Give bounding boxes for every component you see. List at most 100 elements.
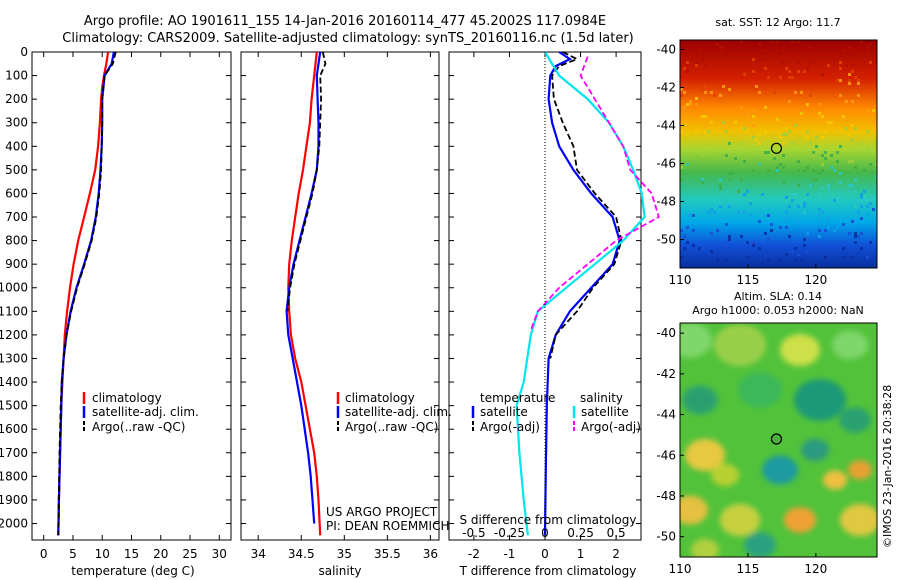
map-y-tick-label: -46 xyxy=(656,157,676,171)
series-line-satellite-adj-clim- xyxy=(285,51,322,524)
series-line-temperature-satellite xyxy=(543,51,621,536)
y-tick-label: 200 xyxy=(5,92,28,106)
y-tick-label: 600 xyxy=(5,186,28,200)
x-tick-label: 0 xyxy=(541,547,549,561)
legend-label-temperature: temperature xyxy=(480,391,555,405)
x-tick-label: 35 xyxy=(337,547,352,561)
salinity-panel xyxy=(240,51,440,541)
map-x-tick-label: 120 xyxy=(804,273,827,287)
figure-title-line1: Argo profile: AO 1901611_155 14-Jan-2016… xyxy=(84,14,606,29)
y-tick-label: 1700 xyxy=(0,446,28,460)
figure-title-line2: Climatology: CARS2009. Satellite-adjuste… xyxy=(62,31,634,46)
x-tick-label: 2 xyxy=(612,547,620,561)
x-tick-label: 0 xyxy=(40,547,48,561)
y-tick-label: 500 xyxy=(5,163,28,177)
sla-title-line2: Argo h1000: 0.053 h2000: NaN xyxy=(692,304,864,317)
sst-map-title: sat. SST: 12 Argo: 11.7 xyxy=(715,16,840,29)
imos-watermark: ©IMOS 23-Jan-2016 20:38:28 xyxy=(881,385,894,548)
y-tick-label: 1300 xyxy=(0,351,28,365)
y-tick-label: 800 xyxy=(5,234,28,248)
legend-label-t-argo: Argo(-adj) xyxy=(480,420,540,434)
legend-label-s-argo: Argo(-adj) xyxy=(581,420,641,434)
map-y-tick-label: -46 xyxy=(656,448,676,462)
y-tick-label: 2000 xyxy=(0,516,28,530)
legend-label-climatology: climatology xyxy=(345,391,415,405)
y-tick-label: 1600 xyxy=(0,422,28,436)
difference-lines xyxy=(515,51,660,536)
map-y-tick-label: -44 xyxy=(656,408,676,422)
map-y-tick-label: -42 xyxy=(656,367,676,381)
map-y-tick-label: -40 xyxy=(656,43,676,57)
x-tick-label: 5 xyxy=(69,547,77,561)
y-tick-label: 900 xyxy=(5,257,28,271)
s-difference-label: S difference from climatology xyxy=(460,513,637,527)
salinity-legend: climatology satellite-adj. clim. Argo(..… xyxy=(336,391,452,434)
salinity-xlabel: salinity xyxy=(318,564,361,578)
x-tick-label: 25 xyxy=(182,547,197,561)
salinity-lines xyxy=(285,51,327,536)
x-tick-label: 10 xyxy=(95,547,110,561)
map-y-tick-label: -50 xyxy=(656,530,676,544)
map-y-tick-label: -50 xyxy=(656,233,676,247)
map-x-tick-label: 120 xyxy=(804,562,827,576)
legend-label-s-satellite: satellite xyxy=(581,405,629,419)
y-tick-label: 1500 xyxy=(0,399,28,413)
x-tick-label: 15 xyxy=(124,547,139,561)
map-y-tick-label: -44 xyxy=(656,119,676,133)
x-tick-label: 34.5 xyxy=(288,547,315,561)
legend-label-satellite: satellite-adj. clim. xyxy=(345,405,452,419)
argo-location-marker xyxy=(770,142,783,154)
series-line-temperature-argo-adj- xyxy=(549,51,623,359)
sst-map xyxy=(680,40,877,268)
y-tick-label: 1400 xyxy=(0,375,28,389)
y-tick-label: 1800 xyxy=(0,469,28,483)
legend-label-argo: Argo(..raw -QC) xyxy=(345,420,438,434)
legend-label-satellite: satellite-adj. clim. xyxy=(92,405,199,419)
x-tick-label: 36 xyxy=(423,547,438,561)
map-x-tick-label: 110 xyxy=(669,562,692,576)
x-tick-label: 35.5 xyxy=(374,547,401,561)
x-tick-label: 34 xyxy=(251,547,266,561)
t-difference-xlabel: T difference from climatology xyxy=(459,564,637,578)
x-tick-label: 20 xyxy=(153,547,168,561)
temperature-xlabel: temperature (deg C) xyxy=(71,564,194,578)
series-line-argo-raw-qc- xyxy=(286,51,327,312)
map-y-tick-label: -48 xyxy=(656,489,676,503)
y-tick-label: 0 xyxy=(20,45,28,59)
series-line-argo-raw-qc- xyxy=(57,51,117,536)
s-diff-tick-label: 0.5 xyxy=(607,526,626,540)
sla-map-axes: 110 115 120 -40 -42 -44 -46 -48 -50 xyxy=(656,326,827,576)
s-diff-tick-label: -0.25 xyxy=(494,526,525,540)
y-tick-label: 1000 xyxy=(0,281,28,295)
y-tick-label: 1900 xyxy=(0,493,28,507)
sst-map-axes: 110 115 120 -40 -42 -44 -46 -48 -50 xyxy=(656,43,827,288)
legend-label-salinity: salinity xyxy=(580,391,623,405)
project-pi: PI: DEAN ROEMMICH xyxy=(326,519,449,533)
y-tick-label: 400 xyxy=(5,139,28,153)
argo-location-marker xyxy=(770,433,783,445)
salinity-axes: 34 34.5 35 35.5 36 xyxy=(241,51,439,561)
map-x-tick-label: 110 xyxy=(669,273,692,287)
map-y-tick-label: -40 xyxy=(656,326,676,340)
project-name: US ARGO PROJECT xyxy=(326,505,438,519)
s-diff-tick-label: 0.25 xyxy=(567,526,594,540)
legend-label-climatology: climatology xyxy=(92,391,162,405)
x-tick-label: -2 xyxy=(468,547,480,561)
temperature-lines xyxy=(57,51,117,536)
y-tick-label: 100 xyxy=(5,69,28,83)
series-line-salinity-satellite xyxy=(515,51,646,536)
x-tick-label: -1 xyxy=(503,547,515,561)
y-tick-label: 700 xyxy=(5,210,28,224)
y-tick-label: 300 xyxy=(5,116,28,130)
x-tick-label: 1 xyxy=(577,547,585,561)
s-diff-tick-label: -0.5 xyxy=(462,526,485,540)
map-y-tick-label: -42 xyxy=(656,81,676,95)
legend-label-argo: Argo(..raw -QC) xyxy=(92,420,185,434)
legend-label-t-satellite: satellite xyxy=(480,405,528,419)
temperature-panel xyxy=(31,51,232,541)
series-line-salinity-argo-adj- xyxy=(529,56,660,331)
map-x-tick-label: 115 xyxy=(736,562,759,576)
map-y-tick-label: -48 xyxy=(656,195,676,209)
difference-legend: temperature satellite Argo(-adj) salinit… xyxy=(471,391,641,434)
